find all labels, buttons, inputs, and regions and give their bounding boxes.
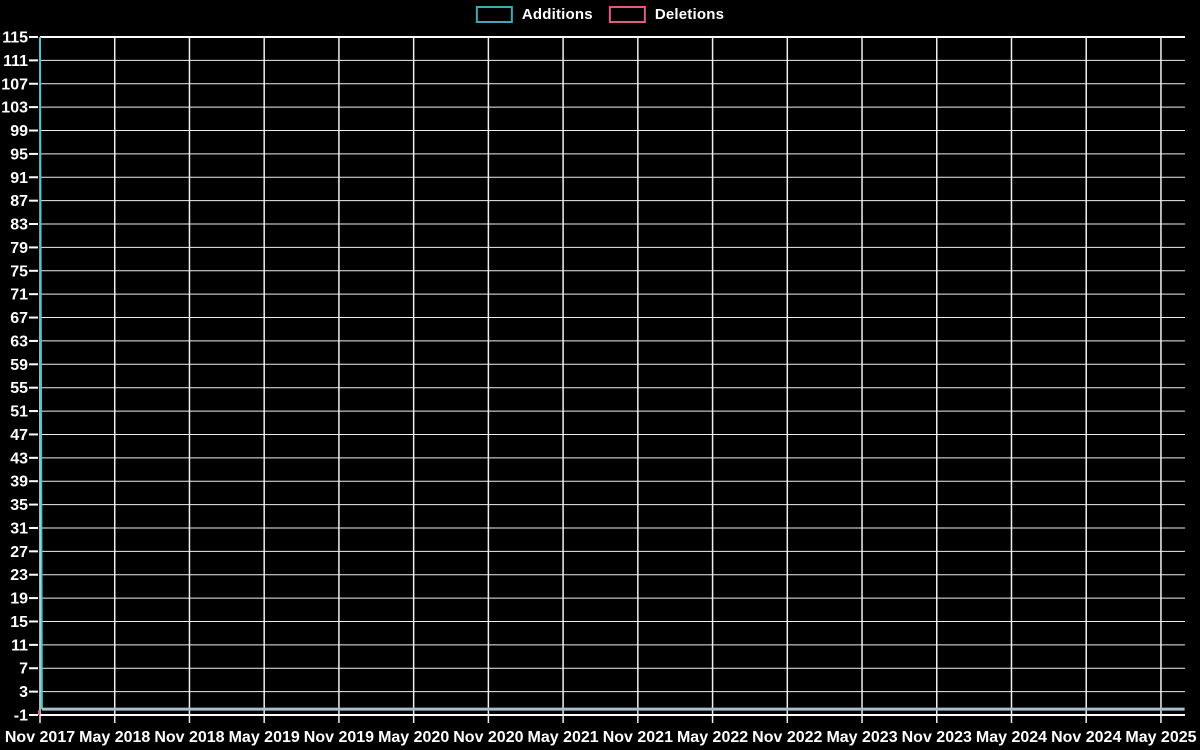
- x-tick-label: May 2019: [229, 729, 300, 746]
- y-tick-label: 87: [10, 193, 28, 210]
- x-tick-label: Nov 2020: [453, 729, 523, 746]
- x-tick-label: Nov 2024: [1051, 729, 1121, 746]
- y-tick-label: 43: [10, 450, 28, 467]
- y-tick-label: 83: [10, 217, 28, 234]
- x-tick-label: May 2021: [528, 729, 599, 746]
- series-line-additions: [39, 36, 43, 710]
- x-tick-label: May 2025: [1125, 729, 1196, 746]
- x-tick-label: Nov 2017: [5, 729, 75, 746]
- x-tick-label: Nov 2023: [902, 729, 972, 746]
- y-tick-label: 15: [10, 614, 28, 631]
- y-tick-label: 19: [10, 591, 28, 608]
- y-tick-label: 79: [10, 240, 28, 257]
- y-tick-label: 47: [10, 427, 28, 444]
- y-tick-label: 59: [10, 357, 28, 374]
- x-tick-label: May 2018: [79, 729, 150, 746]
- y-tick-label: 103: [1, 100, 28, 117]
- x-tick-label: May 2024: [976, 729, 1047, 746]
- y-tick-label: 67: [10, 310, 28, 327]
- chart-legend: Additions Deletions: [475, 6, 725, 23]
- x-tick-label: May 2020: [378, 729, 449, 746]
- y-tick-label: 99: [10, 123, 28, 140]
- y-tick-label: 31: [10, 520, 28, 537]
- x-tick-label: Nov 2022: [752, 729, 822, 746]
- y-tick-label: 27: [10, 544, 28, 561]
- y-tick-label: 115: [2, 30, 28, 47]
- x-tick-label: May 2023: [826, 729, 897, 746]
- x-tick-label: May 2022: [677, 729, 748, 746]
- y-tick-label: 91: [10, 170, 28, 187]
- legend-label-additions: Additions: [521, 6, 593, 23]
- y-tick-label: 3: [19, 684, 28, 701]
- deletions-swatch-icon: [608, 6, 646, 23]
- legend-item-additions: Additions: [475, 6, 593, 23]
- y-tick-label: 63: [10, 333, 28, 350]
- y-tick-label: 71: [10, 287, 28, 304]
- y-tick-label: 51: [10, 404, 28, 421]
- y-tick-label: 23: [10, 567, 28, 584]
- additions-swatch-icon: [475, 6, 513, 23]
- y-tick-label: 7: [19, 661, 28, 678]
- legend-label-deletions: Deletions: [654, 6, 725, 23]
- x-tick-label: Nov 2018: [154, 729, 224, 746]
- y-tick-label: 95: [10, 146, 28, 163]
- x-tick-label: Nov 2019: [304, 729, 374, 746]
- y-tick-label: 11: [11, 637, 28, 654]
- y-tick-label: 35: [10, 497, 28, 514]
- y-tick-label: 75: [10, 263, 28, 280]
- y-tick-label: 107: [1, 76, 28, 93]
- y-tick-label: 39: [10, 474, 28, 491]
- y-tick-label: -1: [14, 708, 28, 725]
- y-tick-label: 55: [10, 380, 28, 397]
- legend-item-deletions: Deletions: [608, 6, 725, 23]
- y-tick-label: 111: [3, 53, 28, 70]
- x-tick-label: Nov 2021: [603, 729, 673, 746]
